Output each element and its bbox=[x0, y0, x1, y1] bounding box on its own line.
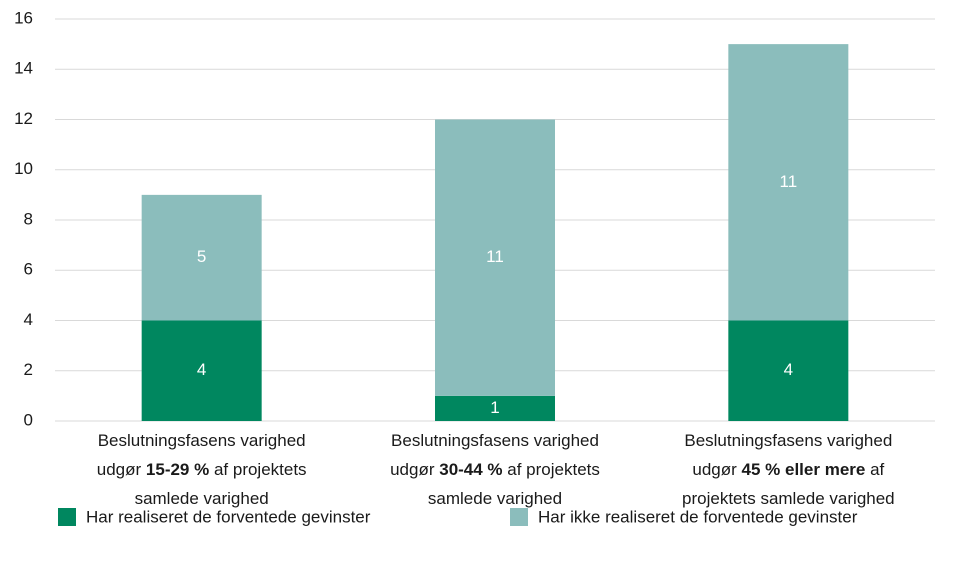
y-tick-label: 14 bbox=[14, 59, 33, 78]
bar-segment bbox=[728, 320, 849, 421]
x-tick-label: udgør 30-44 % af projektets bbox=[390, 460, 600, 479]
legend-swatch bbox=[510, 508, 528, 526]
label-run: samlede varighed bbox=[428, 489, 562, 508]
label-run: projektets samlede varighed bbox=[682, 489, 895, 508]
bar-segment bbox=[141, 194, 262, 321]
x-tick-label: Beslutningsfasens varighed bbox=[684, 431, 892, 450]
y-tick-label: 4 bbox=[24, 310, 33, 329]
label-run: af bbox=[865, 460, 884, 479]
label-run: Beslutningsfasens varighed bbox=[391, 431, 599, 450]
data-label: 11 bbox=[486, 247, 504, 266]
x-tick-label: udgør 45 % eller mere af bbox=[692, 460, 884, 479]
label-run: af projektets bbox=[209, 460, 306, 479]
x-tick-label: Beslutningsfasens varighed bbox=[391, 431, 599, 450]
y-tick-label: 8 bbox=[24, 209, 33, 228]
y-tick-label: 10 bbox=[14, 159, 33, 178]
label-run: udgør bbox=[692, 460, 741, 479]
label-run: Beslutningsfasens varighed bbox=[98, 431, 306, 450]
data-label: 4 bbox=[197, 360, 206, 379]
label-run: udgør bbox=[97, 460, 146, 479]
bar-segment bbox=[435, 119, 555, 396]
label-run: af projektets bbox=[503, 460, 600, 479]
y-tick-label: 2 bbox=[24, 360, 33, 379]
data-label: 5 bbox=[197, 247, 206, 266]
x-tick-label: samlede varighed bbox=[135, 489, 269, 508]
y-tick-label: 0 bbox=[24, 410, 33, 429]
legend-swatch bbox=[58, 508, 76, 526]
x-tick-label: projektets samlede varighed bbox=[682, 489, 895, 508]
data-label: 4 bbox=[784, 360, 793, 379]
bar-segment bbox=[728, 44, 849, 321]
x-tick-label: udgør 15-29 % af projektets bbox=[97, 460, 307, 479]
y-tick-label: 12 bbox=[14, 109, 33, 128]
label-run: 30-44 % bbox=[439, 460, 502, 479]
label-run: udgør bbox=[390, 460, 439, 479]
legend-label: Har ikke realiseret de forventede gevins… bbox=[538, 507, 858, 526]
y-tick-label: 16 bbox=[14, 8, 33, 27]
x-tick-label: samlede varighed bbox=[428, 489, 562, 508]
label-run: 15-29 % bbox=[146, 460, 209, 479]
data-label: 11 bbox=[780, 172, 798, 191]
label-run: 45 % eller mere bbox=[742, 460, 866, 479]
data-label: 1 bbox=[490, 398, 499, 417]
bar-segment bbox=[141, 320, 262, 421]
x-tick-label: Beslutningsfasens varighed bbox=[98, 431, 306, 450]
label-run: samlede varighed bbox=[135, 489, 269, 508]
y-tick-label: 6 bbox=[24, 260, 33, 279]
legend-label: Har realiseret de forventede gevinster bbox=[86, 507, 371, 526]
bar-segment bbox=[435, 395, 555, 421]
label-run: Beslutningsfasens varighed bbox=[684, 431, 892, 450]
